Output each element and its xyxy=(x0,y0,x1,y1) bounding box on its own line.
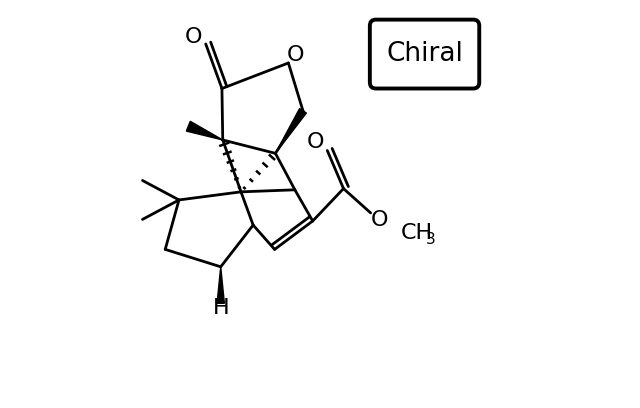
Polygon shape xyxy=(275,109,307,153)
Text: O: O xyxy=(287,45,305,65)
Text: CH: CH xyxy=(401,223,433,243)
Text: O: O xyxy=(185,27,202,47)
Text: O: O xyxy=(371,210,388,230)
Text: O: O xyxy=(307,133,324,153)
FancyBboxPatch shape xyxy=(370,20,479,89)
Polygon shape xyxy=(217,267,225,303)
Text: H: H xyxy=(212,298,229,318)
Polygon shape xyxy=(186,121,223,140)
Text: 3: 3 xyxy=(426,232,436,247)
Text: Chiral: Chiral xyxy=(386,41,463,67)
